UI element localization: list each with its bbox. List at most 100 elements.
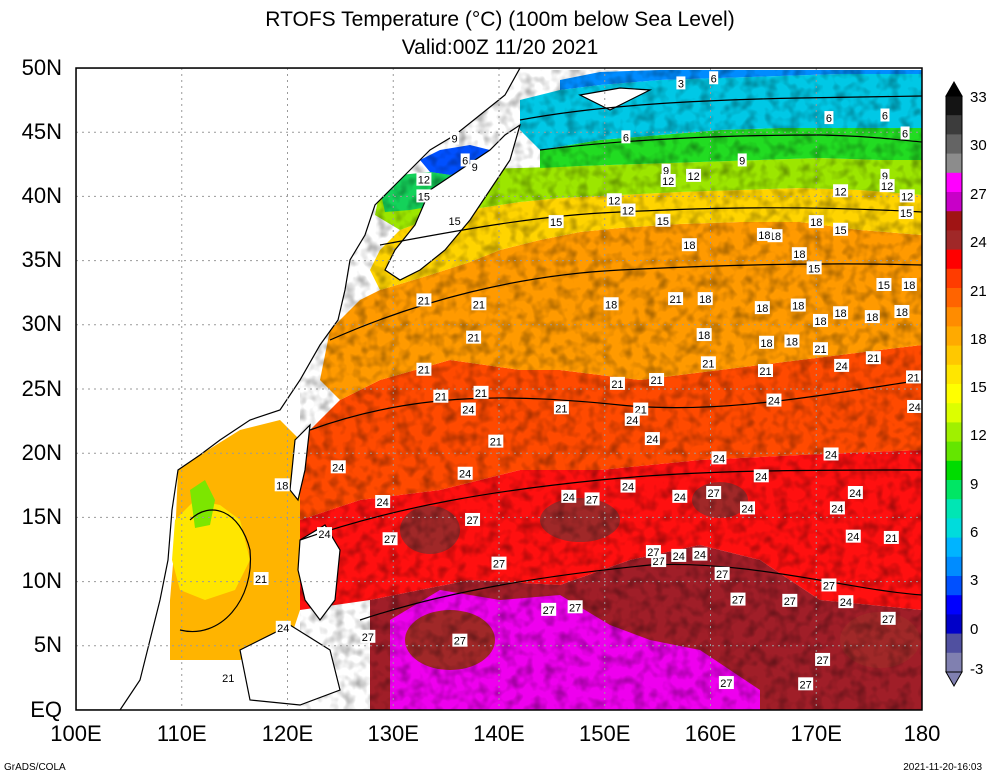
map-title: RTOFS Temperature (°C) (100m below Sea L…	[265, 8, 735, 31]
colorbar-label-9: 9	[970, 476, 979, 493]
colorbar-swatch	[946, 576, 962, 596]
lat-label-15n: 15N	[21, 504, 62, 529]
lon-label-140e: 140E	[473, 721, 525, 746]
contour-label-text: 21	[418, 365, 430, 377]
contour-label: 27	[491, 556, 507, 571]
contour-label-text: 18	[699, 294, 711, 306]
contour-label: 15	[416, 189, 432, 203]
contour-label: 21	[865, 351, 881, 365]
contour-label: 15	[548, 215, 564, 229]
contour-label-text: 18	[756, 303, 768, 315]
colorbar-upper-arrow	[945, 80, 963, 97]
contour-label-text: 24	[563, 492, 575, 504]
graticule	[76, 68, 922, 710]
contour-label-text: 21	[222, 673, 234, 685]
contour-label: 27	[360, 629, 376, 644]
contour-label-text: 24	[755, 471, 767, 483]
contour-label-text: 24	[836, 361, 848, 373]
colorbar-label-minus3: -3	[970, 661, 984, 678]
contour-label-text: 18	[698, 330, 710, 342]
contour-label: 15	[447, 213, 463, 228]
contour-label-text: 24	[377, 497, 389, 509]
contour-label-text: 24	[741, 503, 753, 515]
colorbar-label-30: 30	[970, 137, 987, 154]
contour-label-text: 12	[881, 181, 893, 193]
contour-label-text: 15	[448, 216, 460, 228]
contour-label: 21	[433, 389, 449, 404]
contour-label-text: 9	[663, 166, 669, 178]
contour-label-text: 24	[626, 415, 638, 427]
contour-label-text: 24	[908, 402, 920, 414]
contour-label: 27	[645, 545, 661, 559]
contour-label-text: 24	[825, 449, 837, 461]
contour-label: 6	[709, 71, 719, 85]
contour-label-text: 21	[885, 533, 897, 545]
contour-label-text: 18	[769, 231, 781, 243]
contour-label: 27	[567, 600, 583, 614]
colorbar-swatch	[946, 249, 962, 270]
contour-label-text: 21	[255, 574, 267, 586]
contour-label-text: 27	[362, 632, 374, 644]
contour-label-text: 21	[490, 437, 502, 449]
contour-label: 24	[753, 469, 769, 483]
contour-label-text: 12	[687, 171, 699, 183]
contour-label-text: 18	[786, 336, 798, 348]
contour-label-text: 24	[674, 492, 686, 504]
map-valid-time: Valid:00Z 11/20 2021	[401, 36, 599, 59]
contour-label-text: 6	[826, 113, 832, 125]
contour-label-text: 27	[816, 655, 828, 667]
contour-label-text: 27	[882, 614, 894, 626]
contour-label-text: 15	[878, 280, 890, 292]
contour-label-text: 27	[708, 488, 720, 500]
contour-label: 24	[823, 447, 839, 461]
south-china-sea-yellow	[172, 500, 250, 600]
colorbar-swatch	[946, 652, 962, 673]
contour-label: 27	[452, 633, 468, 648]
contour-label-text: 24	[831, 503, 843, 515]
contour-label: 24	[375, 494, 391, 509]
lat-label-20n: 20N	[21, 440, 62, 465]
contour-label: 21	[906, 370, 922, 384]
contour-label-text: 21	[814, 344, 826, 356]
contour-label-text: 27	[720, 678, 732, 690]
contour-label-text: 9	[452, 134, 458, 146]
contour-label: 24	[624, 412, 640, 427]
contour-label: 15	[876, 277, 892, 292]
contour-label-text: 24	[849, 488, 861, 500]
contour-label: 9	[737, 153, 747, 167]
contour-label: 24	[834, 358, 850, 373]
contour-label: 9	[470, 159, 480, 174]
contour-label: 21	[668, 292, 684, 306]
contour-label-text: 24	[646, 434, 658, 446]
lat-label-eq: EQ	[30, 697, 62, 722]
contour-label: 6	[900, 126, 910, 140]
lon-label-110e: 110E	[156, 721, 207, 746]
colorbar-swatch	[946, 595, 962, 615]
contour-label: 27	[584, 492, 600, 506]
contour-label: 24	[457, 466, 473, 481]
lon-label-170e: 170E	[790, 721, 842, 746]
contour-label-text: 18	[758, 230, 770, 242]
contour-label: 18	[756, 227, 772, 242]
contour-label-text: 18	[792, 301, 804, 313]
contour-label: 6	[824, 111, 834, 125]
colorbar-swatch	[946, 614, 962, 635]
contour-label: 24	[330, 460, 346, 474]
contour-label: 3	[676, 76, 686, 90]
contour-label: 12	[416, 172, 432, 187]
colorbar-label-27: 27	[970, 186, 987, 203]
lat-label-30n: 30N	[21, 311, 62, 336]
contour-label-text: 27	[543, 605, 555, 617]
contour-label-text: 6	[882, 111, 888, 123]
contour-label-text: 21	[555, 403, 567, 415]
contour-label: 15	[806, 261, 822, 275]
contour-label: 18	[791, 247, 807, 261]
colorbar-swatch	[946, 518, 962, 539]
contour-label: 27	[821, 578, 837, 592]
contour-label-text: 27	[493, 559, 505, 571]
contour-label-text: 15	[834, 225, 846, 237]
contour-label: 15	[898, 206, 914, 220]
contour-label: 21	[488, 434, 504, 449]
contour-label: 18	[784, 334, 800, 348]
